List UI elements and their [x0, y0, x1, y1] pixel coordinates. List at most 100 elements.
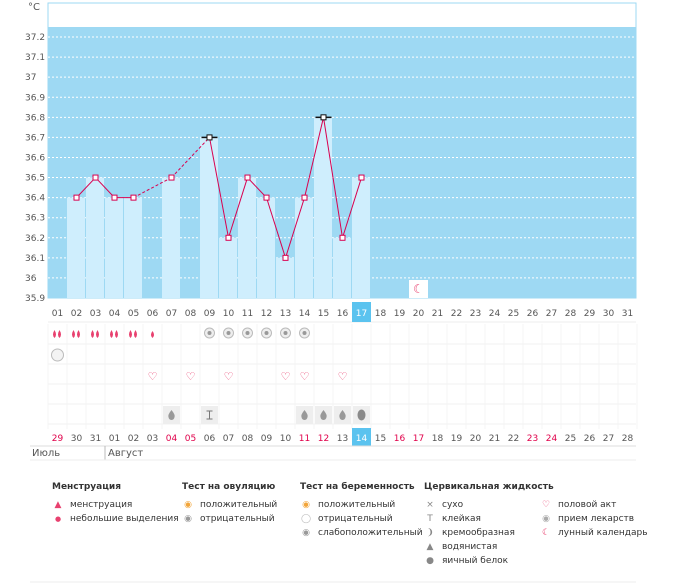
- temperature-point: [263, 194, 270, 201]
- temperature-bar: [124, 197, 142, 298]
- cycle-day-label: 03: [147, 434, 158, 444]
- y-tick-label: 36.3: [25, 214, 45, 224]
- temperature-bar: [352, 177, 370, 298]
- day-label: 12: [261, 309, 272, 319]
- legend-other: . ♡половой акт ◉прием лекарств ☾лунный к…: [540, 482, 648, 540]
- cycle-day-label: 21: [489, 434, 500, 444]
- cycle-day-label: 19: [451, 434, 463, 444]
- legend-title: Цервикальная жидкость: [424, 482, 554, 492]
- cycle-day-label: 08: [242, 434, 254, 444]
- temperature-line-segment: [247, 177, 267, 198]
- temperature-bar: [200, 137, 218, 298]
- ovulation-test-dot: [283, 331, 288, 335]
- temperature-line-segment: [285, 197, 305, 259]
- watery-icon: [168, 410, 175, 420]
- temperature-point: [358, 174, 365, 181]
- day-label: 21: [432, 309, 443, 319]
- y-tick-label: 36.2: [25, 234, 45, 244]
- cycle-day-label: 04: [166, 434, 178, 444]
- dry-icon: ×: [426, 500, 434, 510]
- temperature-point: [225, 234, 232, 241]
- cycle-day-label: 13: [337, 434, 348, 444]
- cycle-day-label: 17: [413, 434, 424, 444]
- day-label: 29: [584, 309, 596, 319]
- watery-icon: [339, 410, 346, 420]
- ovulation-test-dot: [264, 331, 269, 335]
- positive-pregnancy-icon: ◉: [302, 500, 310, 510]
- temperature-bar: [257, 197, 275, 298]
- day-label: 10: [223, 309, 235, 319]
- temperature-line-segment: [171, 137, 210, 178]
- temperature-bar: [295, 197, 313, 298]
- day-label: 26: [527, 309, 539, 319]
- legend-label: лунный календарь: [558, 528, 648, 538]
- moon-cell: [409, 280, 428, 298]
- ovulation-test-dot: [302, 331, 307, 335]
- negative-test-icon: ◉: [184, 514, 192, 524]
- heart-icon: ♡: [300, 370, 310, 383]
- highlight-day-cell: [352, 302, 371, 322]
- pill-icon: ◉: [542, 514, 550, 524]
- temperature-point: [73, 194, 80, 201]
- menstruation-icon: [72, 330, 80, 338]
- watery-icon: [320, 410, 327, 420]
- temperature-line-segment: [228, 177, 248, 238]
- cycle-day-label: 09: [261, 434, 273, 444]
- legend-label: небольшие выделения: [70, 514, 179, 524]
- cycle-day-label: 27: [603, 434, 614, 444]
- temperature-line-segment: [323, 117, 343, 238]
- legend-label: положительный: [200, 500, 278, 510]
- sticky-icon: [206, 410, 213, 420]
- legend-label: отрицательный: [318, 514, 393, 524]
- temperature-line-segment: [133, 177, 172, 199]
- y-tick-label: 35.9: [25, 294, 45, 304]
- day-label: 01: [52, 309, 63, 319]
- cycle-day-label: 23: [527, 434, 538, 444]
- cycle-day-label: 11: [299, 434, 310, 444]
- day-label: 09: [204, 309, 216, 319]
- cycle-day-label: 01: [109, 434, 120, 444]
- y-unit-label: °C: [28, 2, 40, 13]
- day-label: 08: [185, 309, 197, 319]
- temperature-point: [301, 194, 308, 201]
- temperature-bar: [333, 237, 351, 298]
- day-label: 02: [71, 309, 82, 319]
- month-label-august: Август: [108, 448, 143, 459]
- temperature-point: [111, 194, 118, 201]
- day-label: 04: [109, 309, 121, 319]
- temperature-point: [168, 174, 175, 181]
- temperature-bar: [105, 197, 123, 298]
- ovulation-test-dot: [226, 331, 231, 335]
- legend-label: отрицательный: [200, 514, 275, 524]
- cycle-day-label: 20: [470, 434, 482, 444]
- day-label: 24: [489, 309, 501, 319]
- cycle-day-label: 31: [90, 434, 101, 444]
- legend-title: Менструация: [52, 482, 121, 492]
- y-tick-label: 36: [25, 274, 37, 284]
- y-tick-label: 36.6: [25, 153, 45, 163]
- temperature-bar: [67, 197, 85, 298]
- heart-icon: ♡: [541, 500, 551, 510]
- menstruation-icon: [53, 330, 61, 338]
- legend-ovulation: Тест на овуляцию ◉ положительный ◉ отрицат…: [182, 482, 277, 526]
- temperature-bar: [86, 177, 104, 298]
- legend-label: положительный: [318, 500, 396, 510]
- temperature-point: [130, 194, 137, 201]
- day-label: 07: [166, 309, 177, 319]
- day-label: 13: [280, 309, 291, 319]
- highlight-cycle-cell: [352, 428, 371, 446]
- day-label: 20: [413, 309, 425, 319]
- day-label: 28: [565, 309, 577, 319]
- watery-icon: [301, 410, 308, 420]
- temperature-point: [206, 134, 213, 141]
- temperature-bar: [276, 257, 294, 298]
- heart-icon: ♡: [338, 370, 348, 383]
- y-tick-label: 36.8: [25, 113, 45, 123]
- y-tick-label: 36.9: [25, 93, 45, 103]
- day-label: 31: [622, 309, 633, 319]
- day-label: 23: [470, 309, 481, 319]
- legend-pregnancy: Тест на беременность ◉ положительный ◯ отр…: [300, 482, 423, 540]
- heart-icon: ♡: [186, 370, 196, 383]
- moon-icon: ☾: [541, 528, 551, 538]
